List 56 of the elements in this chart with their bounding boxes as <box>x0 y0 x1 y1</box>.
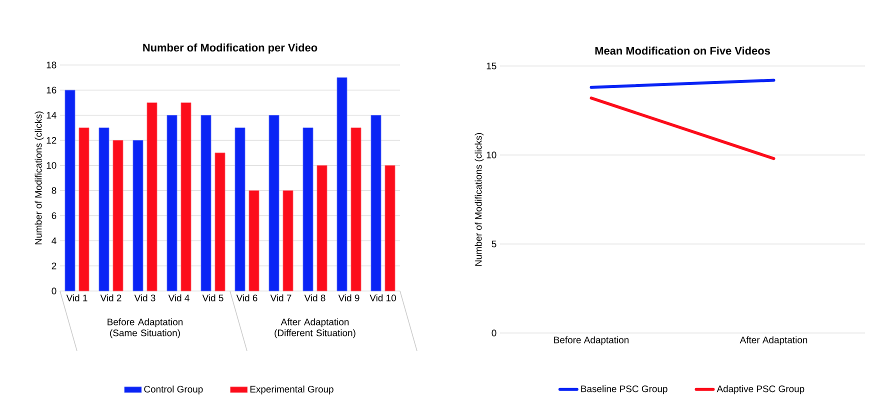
x-tick-label: Vid 4 <box>168 294 190 302</box>
legend-label: Experimental Group <box>250 386 334 394</box>
x-tick-label: Vid 3 <box>134 294 156 302</box>
x-tick-label: Vid 7 <box>270 294 292 302</box>
x-tick-label: After Adaptation <box>740 336 808 346</box>
x-tick-label: Vid 5 <box>202 294 224 302</box>
bar <box>234 128 246 292</box>
legend-label: Control Group <box>144 386 203 394</box>
x-tick-label: Vid 6 <box>236 294 258 302</box>
text: Before Adaptation (Same Situation) <box>108 318 183 338</box>
bar <box>316 165 328 292</box>
text: After Adaptation (Different Situation) <box>274 318 356 338</box>
bar <box>384 165 396 292</box>
bar <box>78 128 90 292</box>
y-tick-label: 4 <box>52 238 56 244</box>
bar <box>282 190 294 292</box>
y-tick-label: 2 <box>52 262 56 270</box>
y-tick-label: 10 <box>46 162 56 169</box>
bar <box>214 152 226 292</box>
bar <box>302 128 314 292</box>
y-axis-title: Number of Modifications (clicks) <box>474 133 484 266</box>
bar <box>64 90 76 292</box>
bar <box>98 128 110 292</box>
x-tick-label: Vid 9 <box>338 294 360 302</box>
legend-label: Adaptive PSC Group <box>716 385 804 394</box>
bar <box>336 77 348 292</box>
bar <box>180 102 192 292</box>
x-tick-label: Before Adaptation <box>554 336 629 346</box>
x-tick-label: Vid 1 <box>66 294 88 302</box>
bar <box>268 114 280 292</box>
y-tick-label: 10 <box>486 152 496 158</box>
bar <box>146 102 158 292</box>
y-tick-label: 12 <box>46 137 56 144</box>
bar <box>166 114 178 292</box>
x-tick-label: Vid 8 <box>304 294 326 302</box>
bar <box>112 140 124 292</box>
y-tick-label: 18 <box>46 62 56 68</box>
bar <box>200 114 212 292</box>
y-tick-label: 8 <box>52 187 56 194</box>
y-axis-title: Number of Modifications (clicks) <box>34 112 44 244</box>
legend-label: Baseline PSC Group <box>581 385 668 394</box>
y-tick-label: 5 <box>492 240 496 248</box>
y-tick-label: 14 <box>46 112 56 118</box>
y-tick-label: 6 <box>52 212 56 220</box>
y-tick-label: 16 <box>46 86 56 94</box>
y-tick-label: 0 <box>52 288 56 294</box>
bar <box>132 140 144 292</box>
y-tick-label: 0 <box>492 330 496 336</box>
x-tick-label: Vid 2 <box>100 294 122 302</box>
x-tick-label: Vid 10 <box>370 294 396 302</box>
y-tick-label: 15 <box>486 62 496 70</box>
chart-title: Mean Modification on Five Videos <box>595 46 770 55</box>
bar <box>350 128 362 292</box>
bar <box>248 190 260 292</box>
chart-title: Number of Modification per Video <box>143 43 318 54</box>
bar <box>370 114 382 292</box>
